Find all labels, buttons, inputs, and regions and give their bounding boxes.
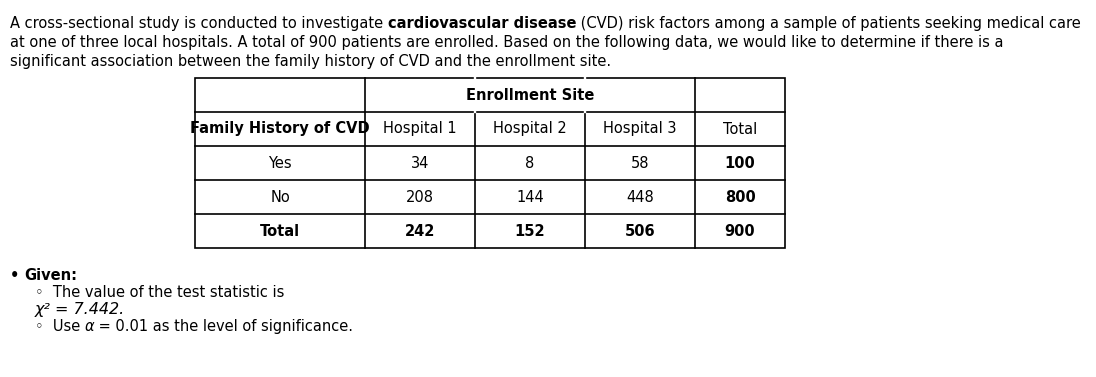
Text: 152: 152 (515, 224, 546, 239)
Text: 800: 800 (724, 190, 755, 204)
Text: Total: Total (723, 121, 757, 136)
Text: (CVD) risk factors among a sample of patients seeking medical care: (CVD) risk factors among a sample of pat… (576, 16, 1081, 31)
Text: 34: 34 (411, 155, 430, 170)
Text: ◦  Use: ◦ Use (35, 319, 84, 334)
Text: Family History of CVD: Family History of CVD (191, 121, 369, 136)
Text: •: • (10, 268, 24, 283)
Text: 8: 8 (525, 155, 535, 170)
Text: Given:: Given: (24, 268, 77, 283)
Text: = 0.01 as the level of significance.: = 0.01 as the level of significance. (94, 319, 354, 334)
Text: at one of three local hospitals. A total of 900 patients are enrolled. Based on : at one of three local hospitals. A total… (10, 35, 1004, 50)
Text: 58: 58 (631, 155, 649, 170)
Text: 242: 242 (404, 224, 435, 239)
Text: Hospital 2: Hospital 2 (493, 121, 567, 136)
Text: 900: 900 (724, 224, 755, 239)
Text: 506: 506 (625, 224, 655, 239)
Text: Enrollment Site: Enrollment Site (466, 87, 594, 103)
Text: 144: 144 (516, 190, 544, 204)
Text: A cross-sectional study is conducted to investigate: A cross-sectional study is conducted to … (10, 16, 388, 31)
Text: Hospital 1: Hospital 1 (384, 121, 457, 136)
Text: Yes: Yes (269, 155, 292, 170)
Text: ◦  The value of the test statistic is: ◦ The value of the test statistic is (35, 285, 284, 300)
Text: χ² = 7.442.: χ² = 7.442. (35, 302, 125, 317)
Text: 100: 100 (724, 155, 755, 170)
Text: 448: 448 (626, 190, 654, 204)
Text: Total: Total (260, 224, 300, 239)
Bar (195, 78, 785, 248)
Text: Hospital 3: Hospital 3 (603, 121, 676, 136)
Text: 208: 208 (406, 190, 434, 204)
Text: significant association between the family history of CVD and the enrollment sit: significant association between the fami… (10, 54, 612, 69)
Text: α: α (84, 319, 94, 334)
Text: cardiovascular disease: cardiovascular disease (388, 16, 576, 31)
Text: No: No (270, 190, 289, 204)
